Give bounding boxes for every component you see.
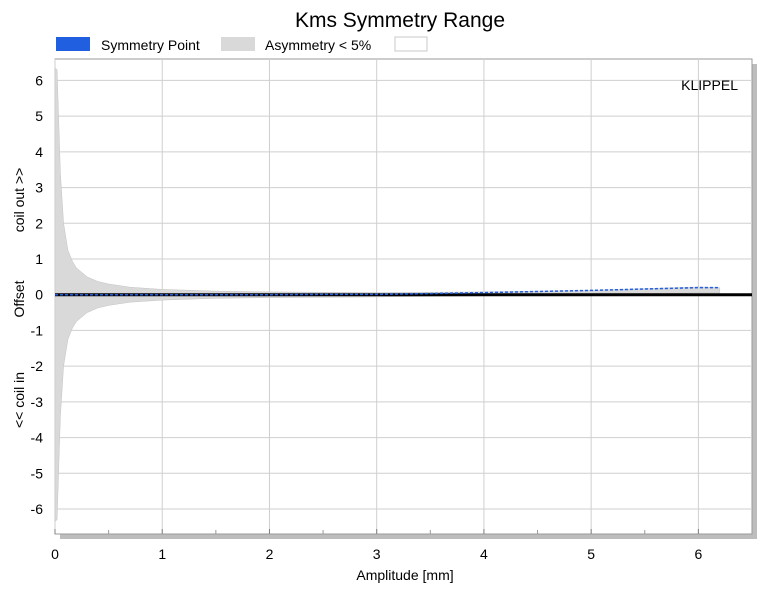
y-tick-label: -6 <box>31 501 44 517</box>
legend-swatch-symmetry-point <box>56 37 90 51</box>
legend: Symmetry Point Asymmetry < 5% <box>56 36 428 53</box>
x-tick-label: 2 <box>266 546 274 562</box>
y-tick-label: -4 <box>31 430 44 446</box>
y-axis-label-top: coil out >> <box>11 168 27 233</box>
y-tick-label: 2 <box>35 215 43 231</box>
x-tick-label: 0 <box>51 546 59 562</box>
legend-label-symmetry-point: Symmetry Point <box>101 37 200 53</box>
y-tick-label: -2 <box>31 358 44 374</box>
klippel-watermark: KLIPPEL <box>681 77 738 93</box>
y-tick-label: -1 <box>31 322 44 338</box>
y-axis-label-bottom: << coil in <box>11 372 27 428</box>
x-tick-label: 5 <box>587 546 595 562</box>
x-tick-label: 3 <box>373 546 381 562</box>
x-tick-label: 6 <box>694 546 702 562</box>
legend-swatch-empty <box>394 36 428 52</box>
symmetry-point-layer <box>55 286 720 296</box>
x-axis-label: Amplitude [mm] <box>356 567 453 583</box>
legend-swatch-asymmetry <box>221 37 255 51</box>
x-tick-labels: 0 1 2 3 4 5 6 <box>51 546 702 562</box>
y-tick-label: 5 <box>35 108 43 124</box>
y-tick-label: 1 <box>35 251 43 267</box>
y-tick-label: -5 <box>31 465 44 481</box>
legend-label-asymmetry: Asymmetry < 5% <box>265 37 371 53</box>
y-tick-label: -3 <box>31 394 44 410</box>
y-tick-label: 3 <box>35 180 43 196</box>
symmetry-point-line <box>55 286 720 296</box>
y-axis-label-center: Offset <box>11 280 27 317</box>
x-tick-label: 1 <box>158 546 166 562</box>
y-tick-label: 4 <box>35 144 43 160</box>
y-tick-label: 0 <box>35 287 43 303</box>
chart-title: Kms Symmetry Range <box>295 9 505 32</box>
y-tick-label: 6 <box>35 72 43 88</box>
x-tick-label: 4 <box>480 546 488 562</box>
y-tick-labels: 6 5 4 3 2 1 0 -1 -2 -3 -4 -5 -6 <box>31 72 44 517</box>
